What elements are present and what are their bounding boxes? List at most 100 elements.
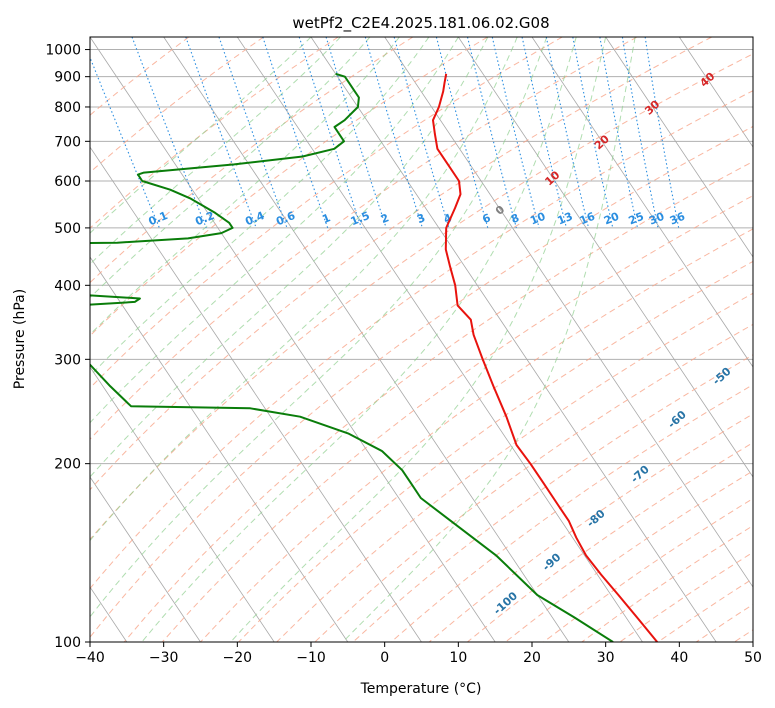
- mixing-ratio-label: 16: [578, 210, 597, 228]
- moist-adiabat: [90, 37, 548, 618]
- pressure-gridlines: [90, 49, 753, 642]
- isotherm-label: -80: [584, 507, 608, 530]
- y-tick-label: 600: [54, 174, 81, 190]
- mixing-ratio-label: 0.6: [274, 209, 297, 228]
- mixing-ratio-line: [466, 37, 517, 229]
- isotherm-label: -60: [665, 408, 689, 431]
- y-tick-label: 300: [54, 352, 81, 368]
- y-tick-label: 800: [54, 100, 81, 116]
- x-tick-label: −20: [223, 650, 253, 666]
- mixing-ratio-label: 1.5: [349, 209, 372, 228]
- dry-adiabat: [90, 37, 190, 116]
- mixing-ratio-line: [298, 37, 362, 229]
- isotherm-line: [457, 37, 753, 478]
- mixing-ratio-label: 6: [481, 211, 493, 226]
- y-tick-label: 1000: [45, 43, 81, 59]
- dry-adiabat: [90, 37, 638, 440]
- x-tick-label: 10: [449, 650, 467, 666]
- dry-adiabat: [238, 260, 753, 642]
- x-tick-label: −40: [75, 650, 105, 666]
- moist-adiabat: [90, 37, 371, 299]
- dry-adiabat: [390, 384, 753, 642]
- mixing-ratio-line: [393, 37, 450, 229]
- isotherm-line: [678, 37, 753, 148]
- mixing-ratio-lines: [90, 37, 680, 229]
- isotherm-label: 40: [697, 70, 717, 90]
- y-tick-label: 400: [54, 278, 81, 294]
- mixing-ratio-line: [90, 56, 160, 229]
- mixing-ratio-label: 0.1: [147, 209, 170, 228]
- y-tick-label: 700: [54, 134, 81, 150]
- moist-adiabats: [90, 37, 636, 642]
- mixing-ratio-line: [545, 37, 590, 229]
- mixing-ratio-label: 8: [509, 211, 521, 226]
- moist-adiabat: [90, 37, 312, 234]
- isotherm-label: -40: [757, 324, 775, 347]
- mixing-ratio-label: 2: [379, 211, 391, 226]
- moist-adiabat: [230, 37, 607, 642]
- dry-adiabat: [161, 195, 753, 642]
- moist-adiabat: [90, 37, 341, 265]
- mixing-ratio-label: 30: [647, 210, 666, 228]
- isotherm-label: -90: [540, 550, 564, 573]
- moist-adiabat: [90, 37, 459, 424]
- dry-adiabat: [581, 525, 753, 642]
- x-tick-label: −30: [149, 650, 179, 666]
- x-tick-label: 0: [380, 650, 389, 666]
- mixing-ratio-line: [131, 37, 207, 229]
- isotherm-line: [90, 146, 422, 642]
- dry-adiabat: [123, 160, 753, 642]
- isotherm-line: [236, 37, 643, 642]
- mixing-ratio-label: 0.4: [243, 209, 266, 228]
- mixing-ratio-labels: 0.1 0.2 0.4 0.6 1 1.5 2 3 4 6 8 10 13 16 20 25 30 36: [147, 209, 688, 228]
- dry-adiabat: [90, 37, 712, 491]
- y-tick-label: 900: [54, 70, 81, 86]
- moist-adiabat: [141, 37, 577, 642]
- moist-adiabat: [90, 37, 518, 542]
- dry-adiabat: [90, 53, 753, 541]
- mixing-ratio-label: 36: [668, 210, 687, 228]
- mixing-ratio-label: 13: [556, 210, 575, 228]
- isotherm-line: [90, 37, 496, 642]
- mixing-ratio-label: 1: [320, 211, 332, 226]
- dry-adiabat: [90, 125, 753, 638]
- x-tick-label: 20: [523, 650, 541, 666]
- dry-adiabat: [657, 577, 753, 642]
- isotherm-label: 30: [642, 97, 662, 117]
- isotherm-line: [90, 366, 275, 642]
- mixing-ratio-line: [599, 37, 639, 229]
- y-tick-label: 200: [54, 457, 81, 473]
- mixing-ratio-line: [435, 37, 489, 229]
- plot-frame: [89, 36, 754, 643]
- moist-adiabat: [90, 37, 400, 336]
- y-axis-ticks: 100 200 300 400 500 600 700 800 900 1000: [45, 43, 90, 651]
- mixing-ratio-label: 25: [627, 210, 646, 228]
- mixing-ratio-line: [185, 37, 257, 229]
- isotherm-line: [310, 37, 717, 642]
- plot-area: -100-90-80-70-60-50-40-30-20-10010203040…: [90, 37, 775, 642]
- isotherm-label: 10: [542, 168, 562, 188]
- y-tick-label: 100: [54, 635, 81, 651]
- dewpoint-profile: [90, 72, 614, 642]
- y-axis-label: Pressure (hPa): [12, 289, 28, 389]
- isotherm-label: -70: [628, 463, 652, 486]
- dry-adiabat: [90, 37, 264, 174]
- mixing-ratio-label: 3: [415, 211, 427, 226]
- isotherm-line: [531, 37, 753, 368]
- temperature-profile: [432, 73, 658, 642]
- dry-adiabat: [90, 37, 563, 389]
- x-tick-label: −10: [296, 650, 326, 666]
- mixing-ratio-label: 20: [602, 210, 621, 228]
- isotherm-lines: [90, 37, 753, 642]
- isotherm-label: 0: [493, 203, 508, 218]
- isotherm-line: [90, 476, 201, 642]
- mixing-ratio-line: [325, 37, 387, 229]
- x-tick-label: 50: [744, 650, 762, 666]
- isotherm-line: [163, 37, 570, 642]
- chart-title: wetPf2_C2E4.2025.181.06.02.G08: [292, 14, 549, 33]
- mixing-ratio-label: 10: [528, 210, 547, 228]
- mixing-ratio-line: [218, 37, 288, 229]
- mixing-ratio-line: [262, 37, 329, 229]
